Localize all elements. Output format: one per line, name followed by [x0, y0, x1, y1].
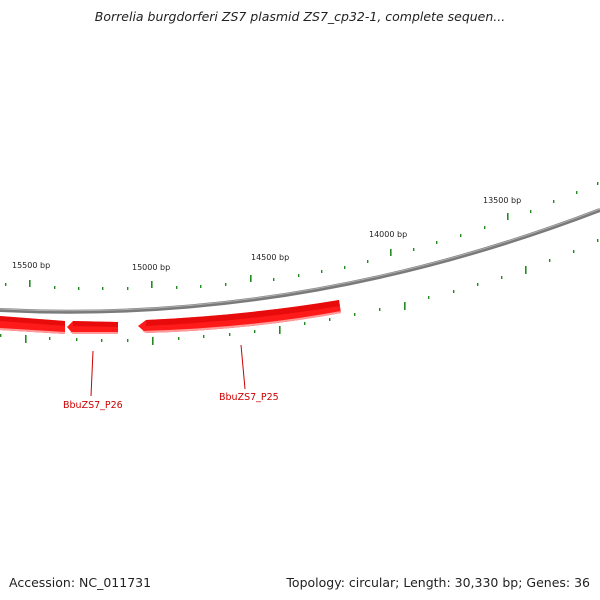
accession-label: Accession: NC_011731 [9, 575, 152, 590]
inner-tick-ring [0, 239, 599, 342]
gene-feature-left-partial[interactable] [0, 316, 65, 334]
tick-label-13500: 13500 bp [483, 196, 521, 205]
tick-label-15000: 15000 bp [132, 263, 170, 272]
map-title: Borrelia burgdorferi ZS7 plasmid ZS7_cp3… [94, 9, 506, 24]
sequence-backbone [0, 208, 600, 314]
sequence-backbone-highlight [0, 208, 600, 312]
gene-label-bbuzs7-p25[interactable]: BbuZS7_P25 [219, 392, 279, 403]
gene-label-bbuzs7-p26[interactable]: BbuZS7_P26 [63, 400, 123, 411]
inner-major-ticks [25, 266, 527, 345]
map-summary-label: Topology: circular; Length: 30,330 bp; G… [286, 575, 590, 590]
outer-major-ticks [29, 213, 509, 288]
gene-feature-bbuzs7-p25[interactable] [138, 300, 341, 333]
outer-tick-ring [5, 182, 599, 290]
gene-feature-bbuzs7-p26[interactable] [67, 321, 118, 334]
gene-leader-line-bbuzs7-p26 [90, 350, 94, 397]
tick-label-14500: 14500 bp [251, 253, 289, 262]
gene-leader-line-bbuzs7-p25 [240, 344, 246, 390]
tick-label-14000: 14000 bp [369, 230, 407, 239]
tick-label-15500: 15500 bp [12, 261, 50, 270]
